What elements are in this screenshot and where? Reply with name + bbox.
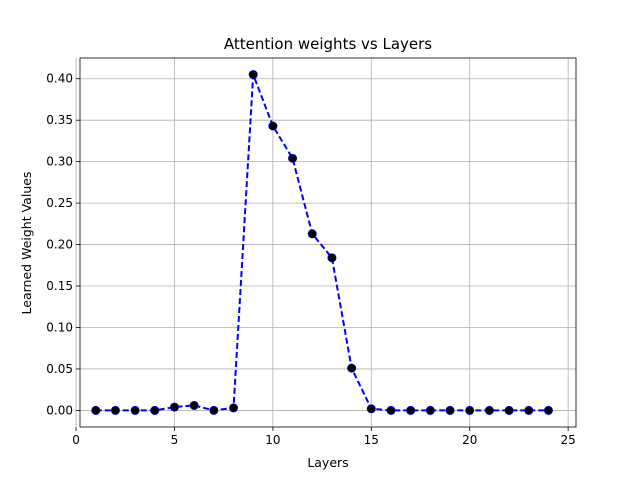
x-tick-label: 25: [560, 433, 575, 447]
data-point: [386, 405, 396, 415]
x-tick-label: 5: [171, 433, 179, 447]
y-tick-label: 0.05: [46, 362, 73, 376]
y-tick-label: 0.00: [46, 403, 73, 417]
x-tick-label: 0: [72, 433, 80, 447]
y-tick-label: 0.30: [46, 155, 73, 169]
data-point: [524, 405, 534, 415]
chart-title: Attention weights vs Layers: [224, 35, 432, 53]
data-point: [366, 404, 376, 414]
data-point: [504, 405, 514, 415]
x-tick-label: 10: [265, 433, 280, 447]
y-tick-label: 0.20: [46, 238, 73, 252]
data-point: [465, 405, 475, 415]
data-point: [543, 405, 553, 415]
data-point: [189, 400, 199, 410]
x-tick-label: 15: [364, 433, 379, 447]
grid-lines: [75, 58, 576, 427]
ticks-layer: 0 5 10 15 20 25 0.00 0.05 0.10 0.15 0.20 0.25 0.30 0.…: [46, 72, 575, 447]
data-point: [229, 403, 239, 413]
y-tick-label: 0.35: [46, 113, 73, 127]
y-tick-label: 0.25: [46, 196, 73, 210]
data-point: [347, 363, 357, 373]
x-axis-label: Layers: [307, 455, 348, 470]
data-point: [425, 405, 435, 415]
data-point: [406, 405, 416, 415]
y-tick-label: 0.15: [46, 279, 73, 293]
data-point: [484, 405, 494, 415]
data-point: [327, 253, 337, 263]
data-point: [209, 405, 219, 415]
data-point: [150, 405, 160, 415]
data-point: [307, 229, 317, 239]
data-point: [169, 402, 179, 412]
data-point: [268, 121, 278, 131]
data-point: [445, 405, 455, 415]
y-axis-label: Learned Weight Values: [19, 172, 34, 315]
data-point: [248, 70, 258, 80]
plot-frame: [79, 57, 577, 428]
y-tick-label: 0.40: [46, 72, 73, 86]
x-tick-label: 20: [462, 433, 477, 447]
data-point: [130, 405, 140, 415]
y-tick-label: 0.10: [46, 320, 73, 334]
series-layer: [91, 70, 553, 415]
data-point: [91, 405, 101, 415]
data-point: [288, 153, 298, 163]
data-point: [110, 405, 120, 415]
